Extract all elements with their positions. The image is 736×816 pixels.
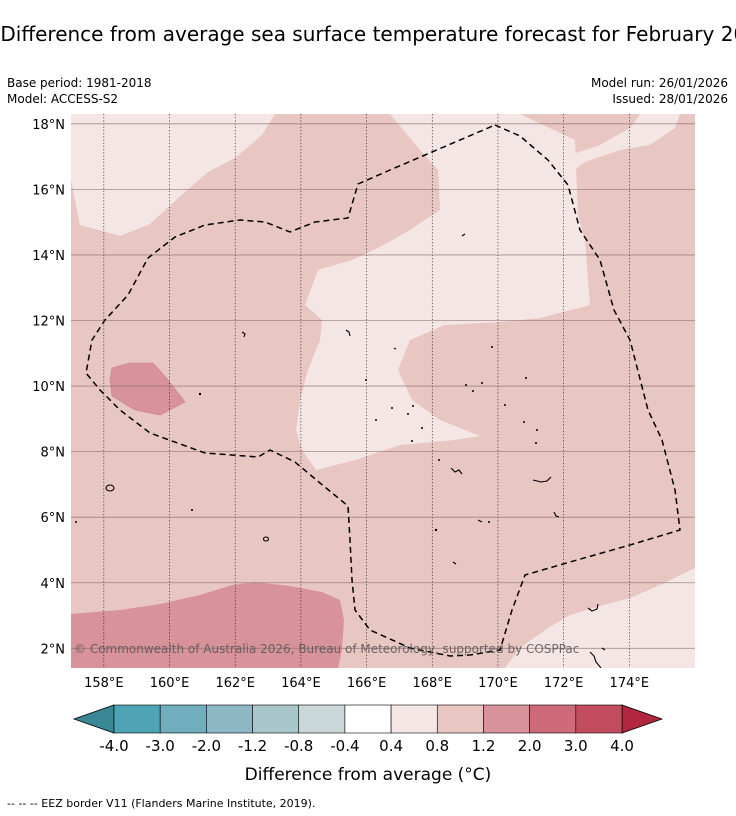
colorbar-tick-label: 3.0 <box>564 737 588 755</box>
colorbar-tick-label: -1.2 <box>238 737 267 755</box>
issued-date: Issued: 28/01/2026 <box>612 92 728 106</box>
anomaly-region-warm-southwest <box>71 582 344 668</box>
colorbar-segment <box>436 704 484 734</box>
island-outlines <box>105 233 606 668</box>
latitude-tick-label: 2°N <box>41 642 66 657</box>
colorbar-tick-label: 0.4 <box>379 737 403 755</box>
colorbar-segment <box>483 704 530 734</box>
latitude-tick-labels: 2°N 4°N 6°N 8°N 10°N 12°N 14°N 16°N 18°N <box>32 118 65 657</box>
colorbar-tick-label: -0.4 <box>330 737 359 755</box>
eez-legend-footnote: -- -- -- EEZ border V11 (Flanders Marine… <box>7 797 316 810</box>
latitude-tick-label: 8°N <box>41 446 66 461</box>
meridian-lines <box>103 114 630 668</box>
colorbar-tick-label: -4.0 <box>99 737 128 755</box>
longitude-tick-label: 164°E <box>281 676 321 691</box>
meta-right: Model run: 26/01/2026 Issued: 28/01/2026 <box>591 75 728 107</box>
colorbar-segment <box>529 704 577 734</box>
anomaly-region-light-central <box>296 114 590 470</box>
latitude-tick-label: 4°N <box>41 577 66 592</box>
longitude-tick-label: 172°E <box>544 676 584 691</box>
model-run: Model run: 26/01/2026 <box>590 76 728 90</box>
colorbar <box>72 704 664 734</box>
latitude-tick-label: 6°N <box>41 511 66 526</box>
island-dots <box>75 346 538 532</box>
copyright-notice: © Commonwealth of Australia 2026, Bureau… <box>74 642 579 656</box>
eez-border <box>85 124 681 657</box>
anomaly-region-light-northwest <box>71 114 275 236</box>
colorbar-segment <box>113 704 161 734</box>
colorbar-segment <box>252 704 300 734</box>
base-period: Base period: 1981-2018 <box>7 76 152 90</box>
colorbar-tick-label: -0.8 <box>284 737 313 755</box>
anomaly-region-warm-west <box>109 362 186 416</box>
longitude-tick-label: 160°E <box>150 676 190 691</box>
colorbar-segment <box>159 704 207 734</box>
latitude-tick-label: 18°N <box>32 118 65 133</box>
model-name: Model: ACCESS-S2 <box>7 92 119 106</box>
longitude-tick-label: 168°E <box>412 676 452 691</box>
meta-left: Base period: 1981-2018 Model: ACCESS-S2 <box>7 75 152 107</box>
parallel-lines <box>71 123 695 649</box>
colorbar-extend-low <box>72 704 115 734</box>
colorbar-segment <box>344 704 392 734</box>
latitude-tick-label: 16°N <box>32 183 65 198</box>
longitude-tick-label: 162°E <box>215 676 255 691</box>
anomaly-region-light-southeast <box>505 568 695 668</box>
colorbar-segment <box>206 704 253 734</box>
chart-title: Difference from average sea surface temp… <box>0 22 736 46</box>
colorbar-tick-label: 2.0 <box>518 737 542 755</box>
colorbar-title: Difference from average (°C) <box>245 765 492 785</box>
colorbar-segment <box>298 704 346 734</box>
colorbar-tick-label: 1.2 <box>472 737 496 755</box>
colorbar-extend-high <box>621 704 664 734</box>
longitude-tick-label: 158°E <box>84 676 124 691</box>
latitude-tick-label: 14°N <box>32 249 65 264</box>
anomaly-region-light-northeast <box>516 114 680 190</box>
map-area: © Commonwealth of Australia 2026, Bureau… <box>71 114 695 668</box>
colorbar-tick-labels: -4.0 -3.0 -2.0 -1.2 -0.8 -0.4 0.4 0.8 1.2 2.0 3.0 4… <box>99 737 634 755</box>
colorbar-segment <box>390 704 438 734</box>
colorbar-segment <box>575 704 623 734</box>
longitude-tick-label: 170°E <box>478 676 518 691</box>
longitude-tick-label: 166°E <box>347 676 387 691</box>
longitude-tick-label: 174°E <box>610 676 650 691</box>
colorbar-tick-label: -2.0 <box>192 737 221 755</box>
longitude-tick-labels: 158°E 160°E 162°E 164°E 166°E 168°E 170°E 172°E… <box>84 676 649 691</box>
latitude-tick-label: 12°N <box>32 315 65 330</box>
colorbar-tick-label: 0.8 <box>425 737 449 755</box>
colorbar-tick-label: 4.0 <box>610 737 634 755</box>
colorbar-tick-label: -3.0 <box>146 737 175 755</box>
latitude-tick-label: 10°N <box>32 380 65 395</box>
